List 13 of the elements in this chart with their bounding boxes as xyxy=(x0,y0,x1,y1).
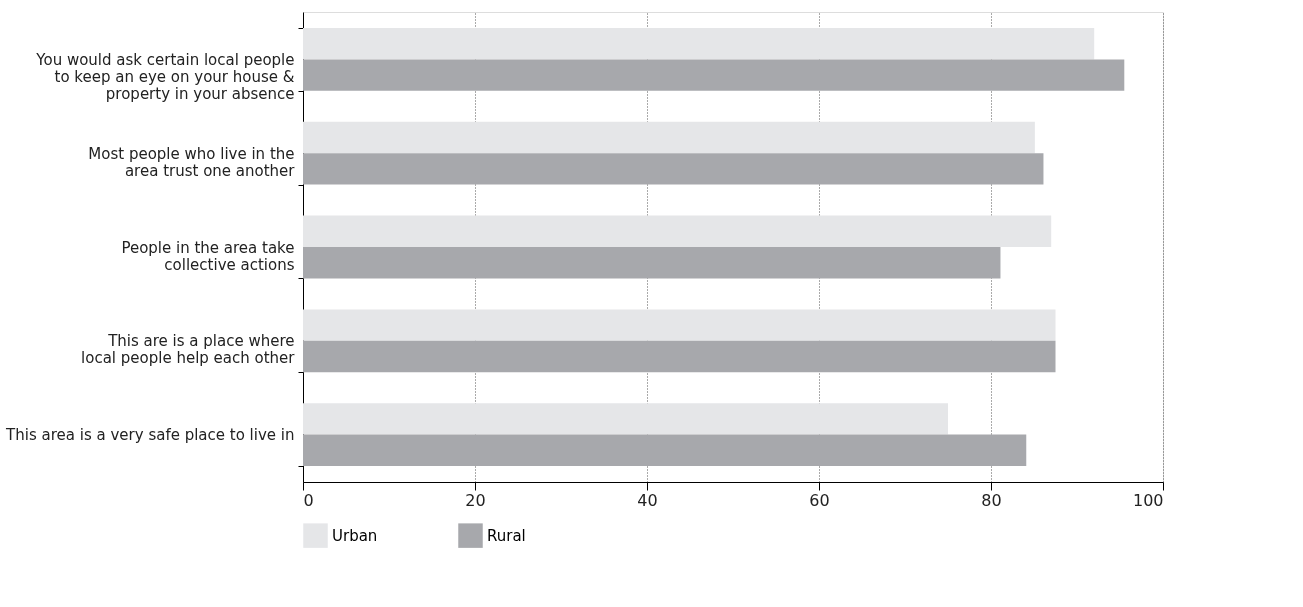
legend-label: Rural xyxy=(487,526,526,545)
y-tick-label: People in the area take collective actions xyxy=(121,238,295,274)
x-tick-label: 60 xyxy=(809,490,830,510)
y-tick-label: This area is a very safe place to live in xyxy=(5,426,295,445)
y-tick-label: You would ask certain local people to keep an eye on your house & property in your absence xyxy=(35,50,295,103)
x-tick-label: 40 xyxy=(637,490,658,510)
legend-label: Urban xyxy=(332,526,378,545)
x-tick-label: 100 xyxy=(1132,490,1164,510)
x-tick-label: 20 xyxy=(465,490,486,510)
y-tick-label: Most people who live in the area trust one another xyxy=(88,144,296,180)
x-tick-label: 80 xyxy=(981,490,1002,510)
x-tick-label: 0 xyxy=(303,490,314,510)
y-tick-label: This are is a place where local people help each other xyxy=(81,332,296,368)
